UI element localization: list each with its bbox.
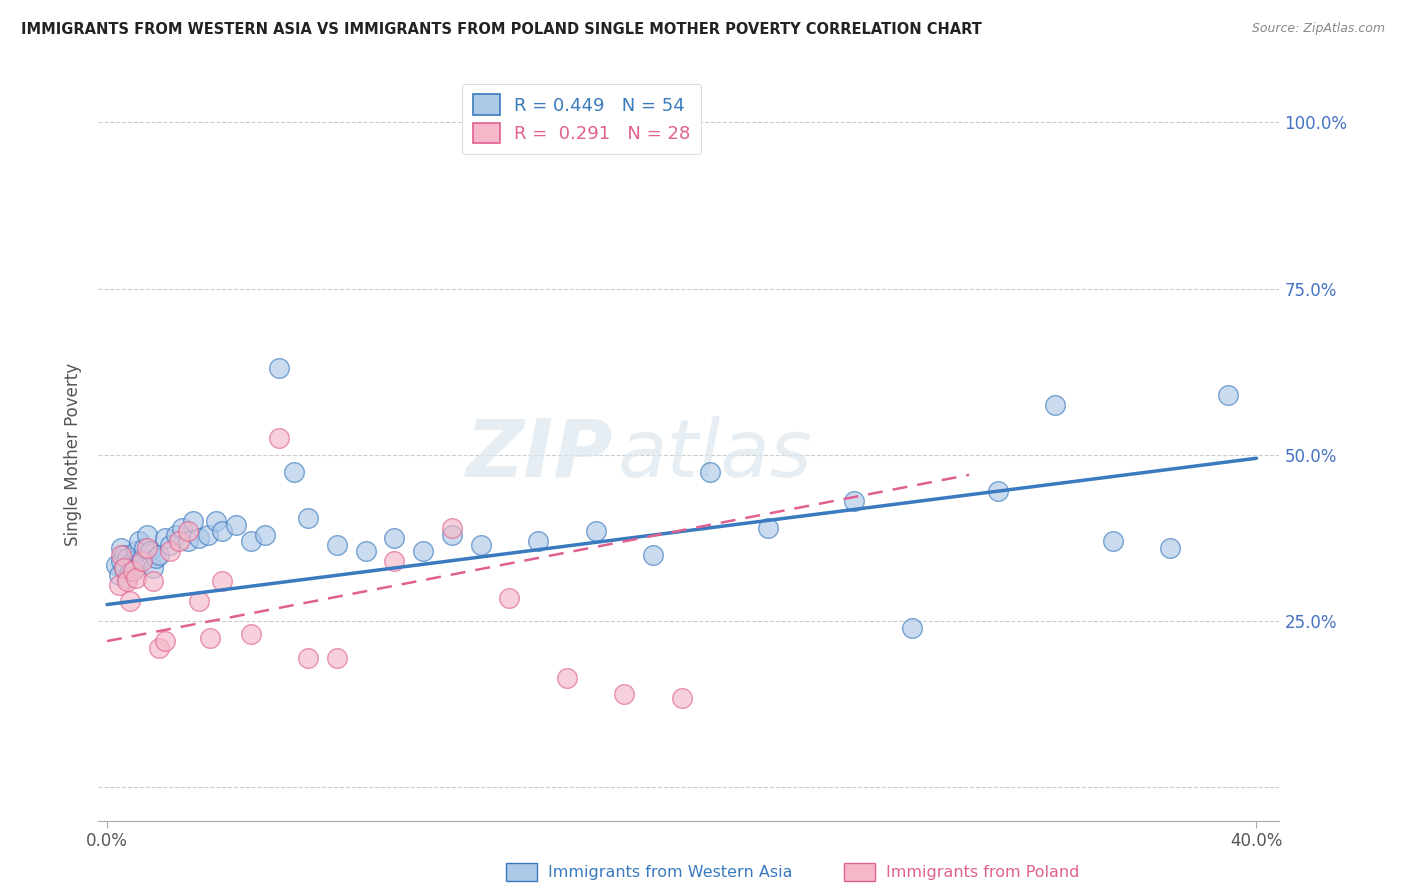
Point — [118, 594, 141, 608]
Point — [112, 548, 135, 562]
Point — [297, 650, 319, 665]
Point — [269, 431, 291, 445]
Point — [128, 534, 150, 549]
Point — [211, 574, 233, 589]
Point — [110, 554, 132, 568]
Point — [254, 527, 277, 541]
Point — [1159, 541, 1181, 555]
Point — [118, 564, 141, 578]
Point — [176, 524, 198, 539]
Point — [900, 621, 922, 635]
Point — [440, 521, 463, 535]
Point — [145, 551, 167, 566]
Point — [555, 671, 578, 685]
Point — [326, 650, 349, 665]
Point — [112, 561, 135, 575]
Point — [239, 627, 262, 641]
Point — [211, 524, 233, 539]
Point — [112, 561, 135, 575]
Point — [239, 534, 262, 549]
Point — [269, 361, 291, 376]
Point — [1045, 398, 1067, 412]
Text: atlas: atlas — [619, 416, 813, 494]
Point — [125, 544, 148, 558]
Point — [153, 634, 176, 648]
Point — [110, 541, 132, 555]
Point — [585, 524, 607, 539]
Point — [384, 531, 406, 545]
Point — [384, 554, 406, 568]
Point — [159, 544, 181, 558]
Point — [165, 527, 187, 541]
Point — [107, 567, 129, 582]
Point — [297, 511, 319, 525]
Point — [122, 564, 145, 578]
Point — [756, 521, 779, 535]
Y-axis label: Single Mother Poverty: Single Mother Poverty — [65, 363, 83, 547]
Text: IMMIGRANTS FROM WESTERN ASIA VS IMMIGRANTS FROM POLAND SINGLE MOTHER POVERTY COR: IMMIGRANTS FROM WESTERN ASIA VS IMMIGRAN… — [21, 22, 981, 37]
Point — [134, 541, 156, 555]
Point — [136, 527, 159, 541]
Point — [844, 494, 866, 508]
Point — [167, 534, 190, 549]
Point — [131, 554, 153, 568]
Text: Source: ZipAtlas.com: Source: ZipAtlas.com — [1251, 22, 1385, 36]
Point — [699, 465, 721, 479]
Point — [641, 548, 664, 562]
Point — [440, 527, 463, 541]
Point — [139, 544, 162, 558]
Point — [326, 538, 349, 552]
Point — [148, 640, 170, 655]
Text: Immigrants from Western Asia: Immigrants from Western Asia — [548, 865, 793, 880]
Text: ZIP: ZIP — [465, 416, 612, 494]
Point — [197, 527, 219, 541]
Point — [125, 571, 148, 585]
Point — [188, 531, 211, 545]
Legend: R = 0.449   N = 54, R =  0.291   N = 28: R = 0.449 N = 54, R = 0.291 N = 28 — [461, 84, 702, 154]
Point — [115, 571, 138, 585]
Point — [188, 594, 211, 608]
Point — [613, 687, 636, 701]
Point — [115, 574, 138, 589]
Point — [205, 515, 228, 529]
Point — [283, 465, 305, 479]
Point — [354, 544, 377, 558]
Point — [181, 515, 204, 529]
Point — [125, 561, 148, 575]
Point — [671, 690, 693, 705]
Point — [115, 551, 138, 566]
Point — [104, 558, 127, 572]
Point — [159, 538, 181, 552]
Point — [987, 484, 1010, 499]
Point — [412, 544, 434, 558]
Point — [142, 561, 165, 575]
Text: Immigrants from Poland: Immigrants from Poland — [886, 865, 1080, 880]
Point — [136, 541, 159, 555]
Point — [142, 574, 165, 589]
Point — [527, 534, 550, 549]
Point — [176, 534, 198, 549]
Point — [153, 531, 176, 545]
Point — [225, 517, 247, 532]
Point — [122, 554, 145, 568]
Point — [1101, 534, 1123, 549]
Point — [1216, 388, 1239, 402]
Point — [498, 591, 520, 605]
Point — [110, 548, 132, 562]
Point — [107, 577, 129, 591]
Point — [131, 551, 153, 566]
Point — [470, 538, 492, 552]
Point — [200, 631, 222, 645]
Point — [170, 521, 193, 535]
Point — [148, 548, 170, 562]
